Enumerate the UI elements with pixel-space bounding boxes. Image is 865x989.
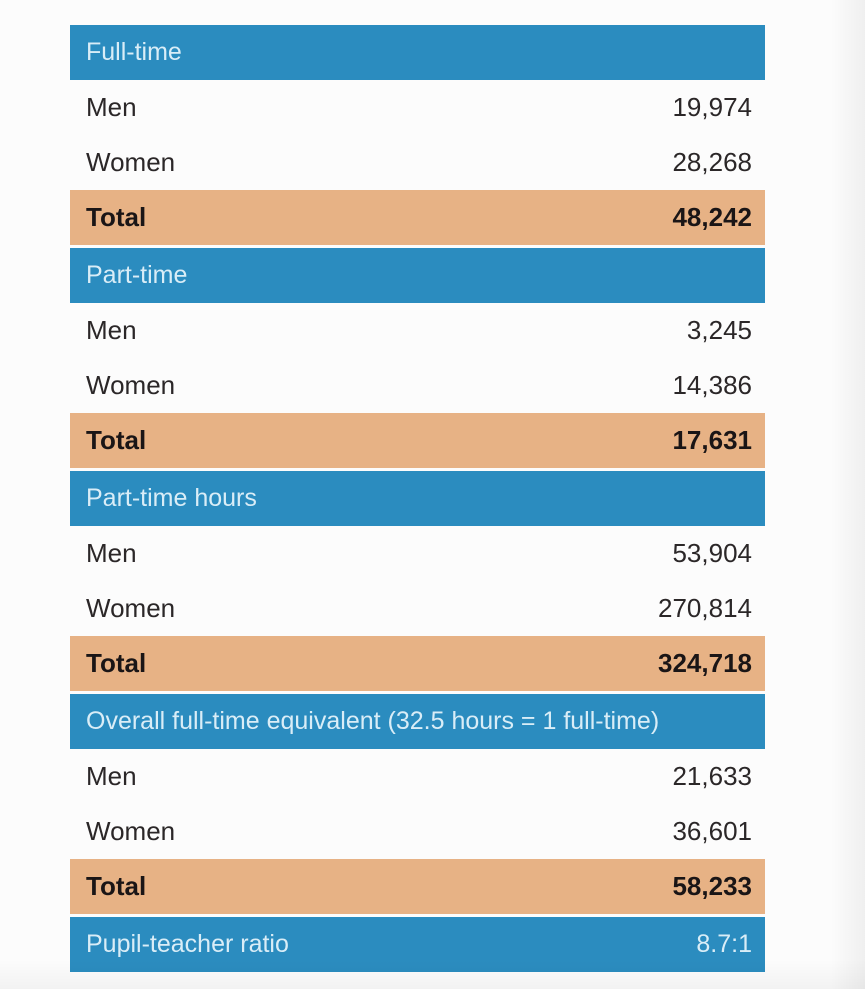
section-header-overall-fte: Overall full-time equivalent (32.5 hours… [70, 694, 765, 749]
section-header-label: Part-time [86, 261, 188, 289]
section-header-pupil-teacher-ratio: Pupil-teacher ratio 8.7:1 [70, 917, 765, 972]
row-label: Women [86, 147, 176, 177]
data-row-men: Men 19,974 [70, 80, 765, 135]
row-label: Women [86, 593, 176, 623]
row-label: Women [86, 816, 176, 846]
data-row-men: Men 53,904 [70, 526, 765, 581]
section-header-part-time-hours: Part-time hours [70, 471, 765, 526]
total-value: 48,242 [672, 202, 752, 232]
total-label: Total [86, 648, 147, 678]
row-value: 21,633 [672, 761, 752, 791]
row-label: Men [86, 315, 137, 345]
data-row-men: Men 3,245 [70, 303, 765, 358]
row-value: 14,386 [672, 370, 752, 400]
data-row-women: Women 28,268 [70, 135, 765, 190]
row-label: Men [86, 761, 137, 791]
data-row-women: Women 270,814 [70, 581, 765, 636]
row-value: 53,904 [672, 538, 752, 568]
total-row: Total 48,242 [70, 190, 765, 245]
data-row-women: Women 36,601 [70, 804, 765, 859]
row-value: 3,245 [686, 315, 752, 345]
total-label: Total [86, 202, 147, 232]
section-header-full-time: Full-time [70, 25, 765, 80]
section-header-part-time: Part-time [70, 248, 765, 303]
total-value: 17,631 [672, 425, 752, 455]
section-header-label: Overall full-time equivalent (32.5 hours… [86, 707, 660, 735]
total-label: Total [86, 425, 147, 455]
total-row: Total 58,233 [70, 859, 765, 914]
row-value: 270,814 [658, 593, 752, 623]
section-header-value: 8.7:1 [696, 930, 752, 958]
total-row: Total 324,718 [70, 636, 765, 691]
staff-statistics-table: Full-time Men 19,974 Women 28,268 Total … [70, 25, 765, 972]
row-label: Men [86, 538, 137, 568]
data-row-men: Men 21,633 [70, 749, 765, 804]
total-row: Total 17,631 [70, 413, 765, 468]
row-label: Women [86, 370, 176, 400]
section-header-label: Full-time [86, 38, 182, 66]
data-row-women: Women 14,386 [70, 358, 765, 413]
total-label: Total [86, 871, 147, 901]
row-value: 36,601 [672, 816, 752, 846]
section-header-label: Part-time hours [86, 484, 257, 512]
row-value: 19,974 [672, 92, 752, 122]
total-value: 324,718 [658, 648, 752, 678]
total-value: 58,233 [672, 871, 752, 901]
row-label: Men [86, 92, 137, 122]
row-value: 28,268 [672, 147, 752, 177]
section-header-label: Pupil-teacher ratio [86, 930, 289, 958]
